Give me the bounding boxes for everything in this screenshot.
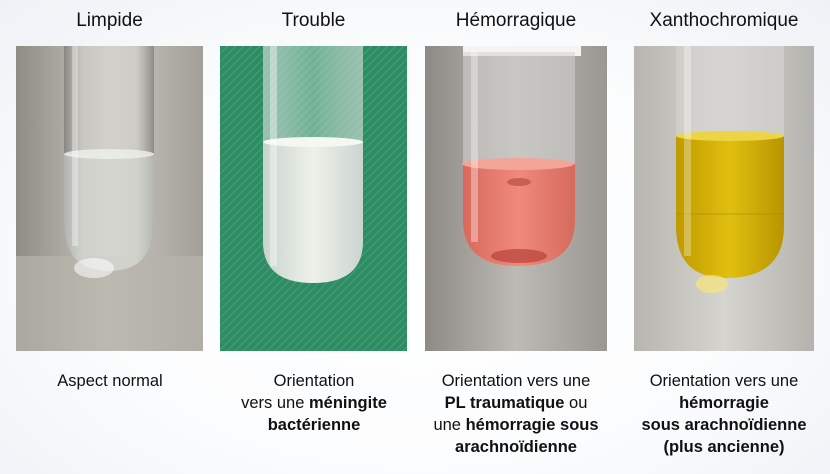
caption-emphasis: hémorragie (679, 394, 769, 412)
panel-caption: Orientation vers une PL traumatique ou une… (404, 370, 628, 458)
panel-title: Hémorragique (455, 10, 577, 31)
caption-line: Aspect normal (0, 370, 222, 392)
caption-line: Orientation vers une (612, 370, 830, 392)
photo-trouble-tube (220, 46, 407, 351)
caption-line: sous arachnoïdienne (612, 414, 830, 436)
caption-line: (plus ancienne) (612, 436, 830, 458)
photo-limpide-tube (16, 46, 203, 351)
caption-emphasis: méningite (308, 394, 387, 412)
panel-caption: Aspect normal (0, 370, 222, 392)
caption-emphasis: sous arachnoïdienne (641, 416, 807, 434)
caption-line: Orientation (202, 370, 426, 392)
caption-line: Orientation vers une (404, 370, 628, 392)
caption-emphasis: PL traumatique (444, 394, 565, 412)
caption-text: Orientation vers une (649, 372, 799, 390)
photo-hemorragique-tube (425, 46, 607, 351)
panel-caption: Orientation vers une méningite bactérienne (202, 370, 426, 436)
panel-caption: Orientation vers une hémorragie sous arach… (612, 370, 830, 458)
panel-title: Trouble (281, 10, 346, 31)
caption-text: ou (564, 394, 588, 412)
caption-text: Orientation (273, 372, 355, 390)
caption-text: Aspect normal (57, 372, 163, 390)
caption-text: Orientation vers une (441, 372, 591, 390)
caption-line: une hémorragie sous (404, 414, 628, 436)
caption-emphasis: (plus ancienne) (663, 438, 785, 456)
caption-text: vers une (241, 394, 309, 412)
caption-emphasis: hémorragie sous (465, 416, 599, 434)
caption-line: hémorragie (612, 392, 830, 414)
caption-line: PL traumatique ou (404, 392, 628, 414)
panel-title: Limpide (76, 10, 143, 31)
panel-title: Xanthochromique (649, 10, 799, 31)
caption-line: vers une méningite (202, 392, 426, 414)
photo-xanthochromique-tube (634, 46, 814, 351)
caption-line: bactérienne (202, 414, 426, 436)
caption-line: arachnoïdienne (404, 436, 628, 458)
caption-text: une (433, 416, 466, 434)
caption-emphasis: arachnoïdienne (455, 438, 577, 456)
caption-emphasis: bactérienne (267, 416, 361, 434)
